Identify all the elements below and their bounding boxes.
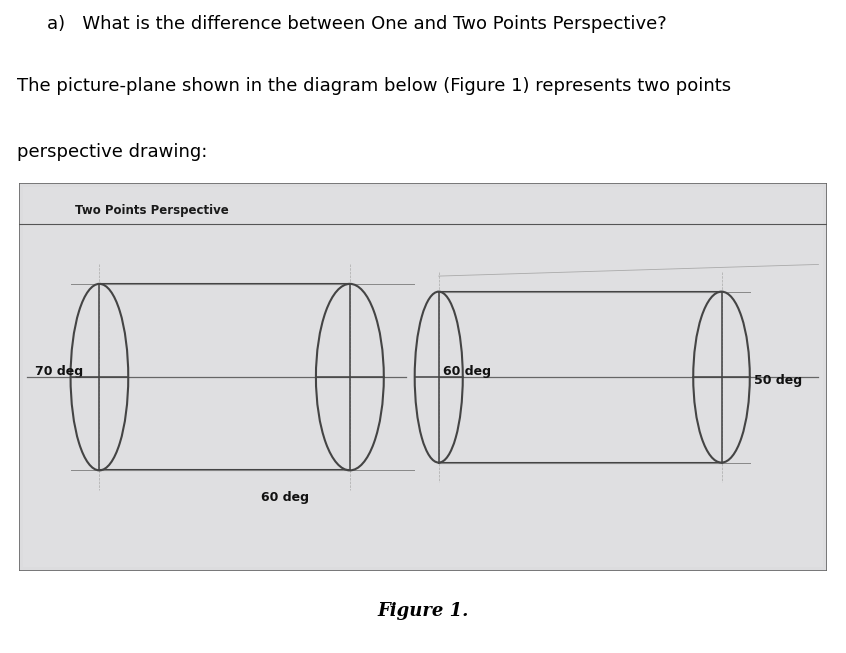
Text: 50 deg: 50 deg <box>754 374 802 387</box>
Text: 60 deg: 60 deg <box>261 491 310 504</box>
Text: 70 deg: 70 deg <box>35 365 83 378</box>
Text: 60 deg: 60 deg <box>442 365 491 378</box>
FancyBboxPatch shape <box>19 183 827 571</box>
Text: a)   What is the difference between One and Two Points Perspective?: a) What is the difference between One an… <box>47 14 667 33</box>
Text: Figure 1.: Figure 1. <box>377 601 469 620</box>
Text: perspective drawing:: perspective drawing: <box>17 142 207 161</box>
FancyBboxPatch shape <box>23 187 822 567</box>
Text: Two Points Perspective: Two Points Perspective <box>75 204 229 217</box>
Text: The picture-plane shown in the diagram below (Figure 1) represents two points: The picture-plane shown in the diagram b… <box>17 77 731 95</box>
